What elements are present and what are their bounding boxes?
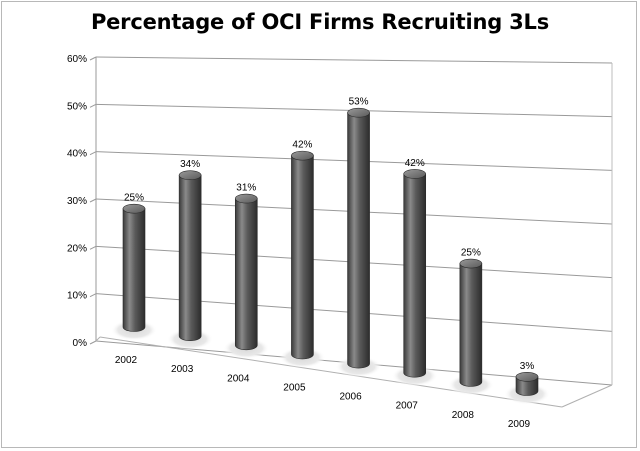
y-tick-label: 20% <box>67 243 87 254</box>
x-tick-label: 2009 <box>508 419 531 430</box>
floor-edge-front <box>99 336 563 408</box>
bar-top <box>122 203 146 214</box>
bar-body <box>347 112 370 369</box>
data-label: 3% <box>520 361 535 372</box>
bar-body <box>403 173 427 378</box>
tick-mark <box>89 340 97 345</box>
bars-layer <box>111 107 550 405</box>
bar <box>178 170 202 341</box>
axes-layer: 0% 10% 20% 30% 40% 50% 60% <box>67 54 613 408</box>
x-tick-label: 2008 <box>452 410 475 421</box>
bar-body <box>122 208 146 332</box>
bar <box>459 258 483 387</box>
bar-top <box>178 170 202 181</box>
bar-top <box>515 371 539 382</box>
x-tick-label: 2002 <box>115 355 138 366</box>
x-tick-label: 2005 <box>283 382 306 393</box>
data-label: 25% <box>124 193 144 204</box>
tick-mark <box>89 245 97 250</box>
y-tick-label: 60% <box>67 54 87 65</box>
data-label: 25% <box>461 248 481 259</box>
gridline <box>95 56 613 64</box>
bar-body <box>234 198 258 351</box>
bar-top <box>459 258 483 269</box>
bar-body <box>515 376 539 396</box>
data-label: 42% <box>405 158 425 169</box>
x-tick-label: 2003 <box>171 364 194 375</box>
bar-top <box>291 150 314 161</box>
y-tick-label: 0% <box>73 338 88 349</box>
tick-mark <box>89 56 97 61</box>
bar <box>234 193 258 351</box>
bar-body <box>291 155 314 360</box>
data-label: 34% <box>180 159 200 170</box>
tick-mark <box>89 198 97 203</box>
data-label: 53% <box>349 97 369 108</box>
y-tick-label: 40% <box>67 149 87 160</box>
bar-top <box>234 193 258 204</box>
floor-edge-left <box>95 336 101 342</box>
bar <box>347 107 370 369</box>
tick-mark <box>89 151 97 156</box>
tick-mark <box>89 103 97 108</box>
bar <box>515 371 539 396</box>
y-tick-label: 10% <box>67 291 87 302</box>
chart-title: Percentage of OCI Firms Recruiting 3Ls <box>90 10 550 34</box>
bar <box>291 150 314 360</box>
y-tick-label: 30% <box>67 196 87 207</box>
y-tick-label: 50% <box>67 101 87 112</box>
bar-body <box>178 174 202 341</box>
bar-top <box>347 107 370 118</box>
bar-top <box>403 169 427 179</box>
labels-layer: 25% 2002 34% 2003 31% 2004 42% 2005 53% 2006 42% 20… <box>115 97 534 430</box>
tick-mark <box>89 293 97 298</box>
bar <box>403 169 427 378</box>
x-tick-label: 2004 <box>227 373 250 384</box>
data-label: 31% <box>236 183 256 194</box>
x-tick-label: 2007 <box>396 401 419 412</box>
bar-body <box>459 263 483 387</box>
x-tick-label: 2006 <box>339 392 362 403</box>
bar <box>122 203 146 332</box>
floor-edge-right <box>561 384 613 408</box>
data-label: 42% <box>292 140 312 151</box>
